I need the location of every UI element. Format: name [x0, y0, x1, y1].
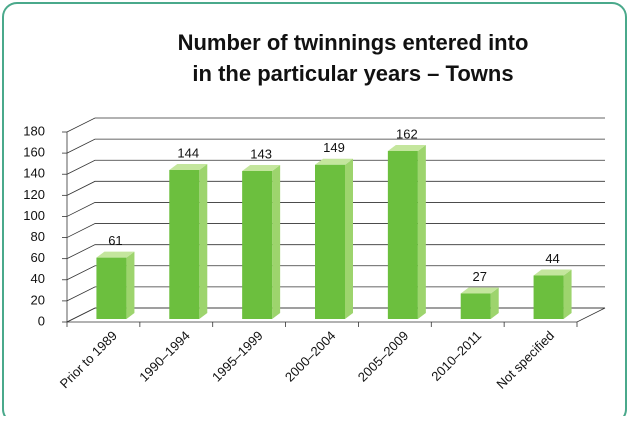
y-tick-label: 20 — [31, 292, 45, 307]
grid-line — [66, 117, 605, 133]
bar-front — [387, 151, 418, 319]
grid-line — [66, 265, 605, 281]
bar-top — [460, 287, 499, 294]
bar — [387, 145, 426, 319]
bar-side — [563, 269, 572, 319]
bar — [460, 287, 499, 319]
y-tick-label: 160 — [23, 145, 45, 160]
bar — [96, 251, 135, 319]
bar-front — [96, 257, 127, 319]
grid-line — [66, 286, 605, 302]
value-label: 162 — [396, 126, 418, 141]
bar-top — [315, 158, 353, 165]
bar-front — [315, 164, 345, 319]
grid-line — [66, 307, 605, 323]
grid-line — [66, 159, 605, 175]
grid-line — [66, 180, 605, 196]
bar-side — [417, 145, 426, 319]
bar-side — [490, 287, 499, 319]
bar — [242, 165, 281, 319]
y-tick-label: 40 — [31, 271, 45, 286]
value-label: 61 — [108, 233, 122, 248]
grid-line — [66, 138, 605, 154]
bar-front — [169, 170, 200, 319]
bar-top — [242, 165, 281, 172]
y-tick-label: 180 — [23, 123, 45, 138]
bar-side — [345, 158, 353, 319]
bar — [315, 158, 353, 319]
y-tick-label: 80 — [31, 229, 45, 244]
bar-top — [387, 145, 426, 151]
bar-front — [460, 293, 491, 319]
bar-side — [126, 251, 135, 319]
grid-line — [66, 244, 605, 260]
bar-front — [242, 171, 273, 319]
value-label: 149 — [323, 140, 345, 155]
bar-side — [199, 164, 208, 319]
grid-line — [66, 202, 605, 217]
value-label: 144 — [177, 145, 199, 160]
bar-top — [169, 164, 208, 170]
bar-top — [533, 269, 572, 276]
chart-subtitle: in the particular years – Towns — [192, 61, 513, 86]
y-tick-label: 60 — [31, 250, 45, 265]
chart-title: Number of twinnings entered into — [178, 30, 529, 55]
y-tick-label: 120 — [23, 187, 45, 202]
grid-line — [66, 223, 605, 238]
bar-front — [533, 275, 564, 319]
bar-side — [272, 165, 281, 319]
bar — [169, 164, 208, 319]
y-tick-label: 140 — [23, 166, 45, 181]
value-label: 27 — [472, 269, 486, 284]
y-tick-label: 100 — [23, 208, 45, 223]
value-label: 44 — [545, 251, 559, 266]
y-tick-label: 0 — [38, 313, 45, 328]
value-label: 143 — [250, 146, 272, 161]
bar — [533, 269, 572, 319]
bar-top — [96, 251, 135, 258]
